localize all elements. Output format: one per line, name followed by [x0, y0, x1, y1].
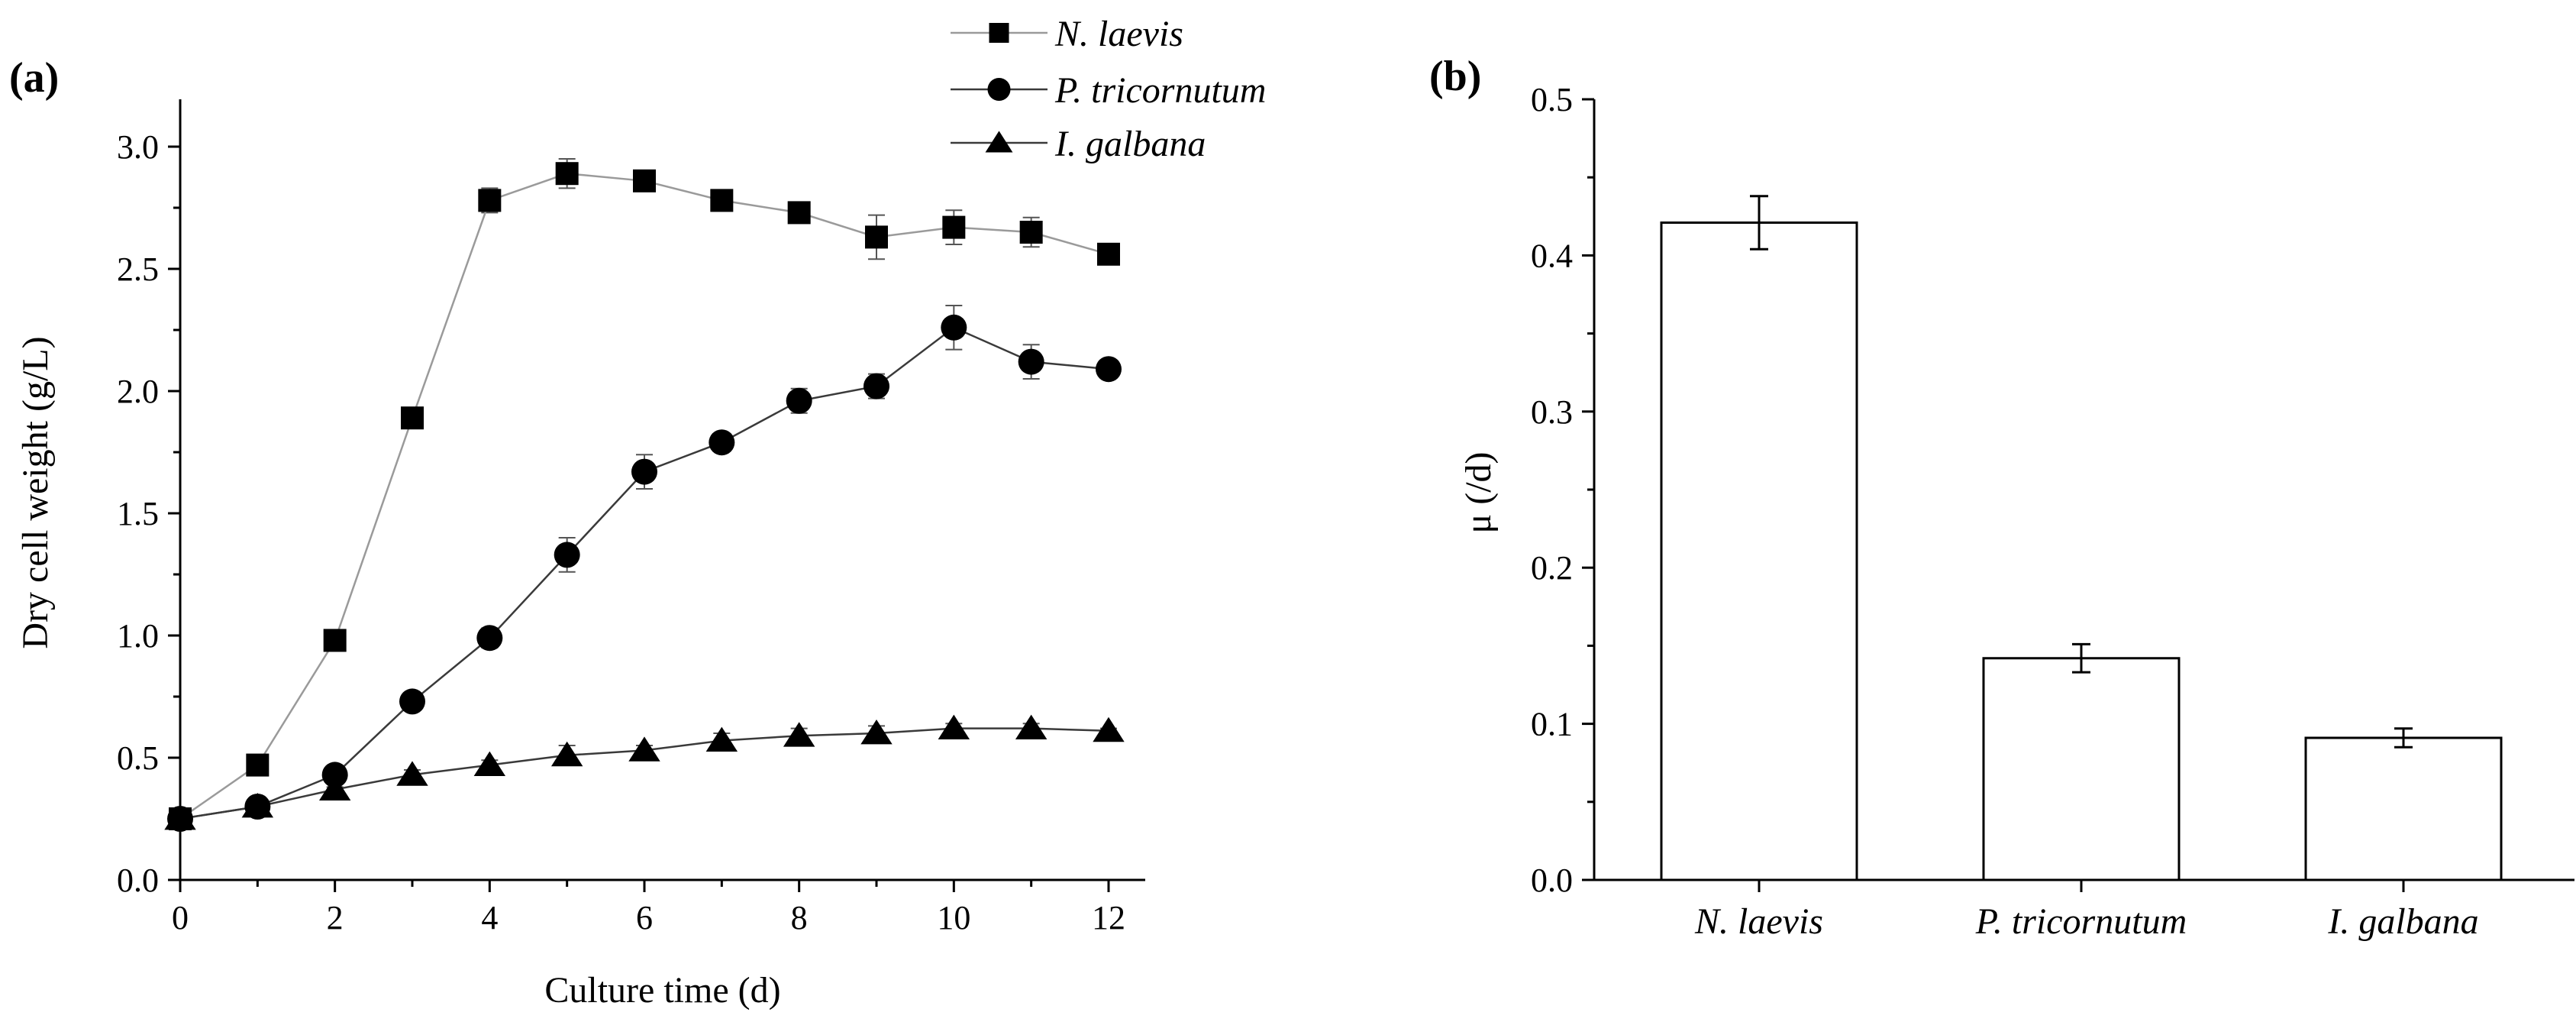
- data-point-i-galbana: [550, 741, 583, 767]
- panel-b-y-tick-label: 0.4: [1531, 237, 1573, 274]
- panel-a-x-tick-label: 10: [937, 899, 970, 936]
- panel-a-x-tick-label: 6: [636, 899, 653, 936]
- category-label-n-laevis: N. laevis: [1694, 901, 1823, 942]
- panel-b-y-tick-label: 0.2: [1531, 549, 1573, 587]
- data-point-p-tricornutum: [786, 387, 812, 414]
- data-point-p-tricornutum: [476, 625, 503, 652]
- data-point-i-galbana: [164, 805, 196, 830]
- bar-n-laevis: [1660, 221, 1858, 881]
- error-bar-p-tricornutum: [2072, 642, 2090, 674]
- data-point-p-tricornutum: [399, 688, 425, 715]
- data-point-n-laevis: [478, 189, 502, 212]
- data-point-n-laevis: [710, 189, 734, 212]
- panel-b-y-tick-label: 0.1: [1531, 706, 1573, 743]
- panel-a-y-tick-label: 0.0: [117, 862, 159, 899]
- panel-a-y-tick-label: 0.5: [117, 739, 159, 777]
- data-point-p-tricornutum: [321, 762, 348, 788]
- panel-b-bar-chart: (b) μ (/d) 0.0 0.1 0.2 0.3 0.4 0.5 N. laevis P…: [1429, 53, 2574, 942]
- data-point-p-tricornutum: [631, 458, 657, 485]
- data-point-i-galbana: [318, 775, 351, 800]
- data-point-i-galbana: [783, 722, 815, 747]
- data-point-i-galbana: [1015, 714, 1048, 739]
- data-point-n-laevis: [865, 225, 888, 249]
- panel-a-y-tick-label: 1.0: [117, 617, 159, 655]
- panel-a-y-axis-title: Dry cell weight (g/L): [15, 336, 56, 648]
- panel-a-x-tick-label: 8: [791, 899, 808, 936]
- error-bar-n-laevis: [1750, 195, 1768, 251]
- panel-b-y-tick-label: 0.0: [1531, 862, 1573, 899]
- panel-a-line-chart: (a) Culture time (d) Dry cell weight (g/…: [9, 14, 1266, 1011]
- legend-label-n-laevis: N. laevis: [1054, 14, 1183, 54]
- panel-a-x-axis-title: Culture time (d): [544, 970, 780, 1011]
- data-point-p-tricornutum: [864, 373, 889, 399]
- error-bar-i-galbana: [2394, 727, 2413, 749]
- legend-marker-p-tricornutum: [987, 78, 1011, 101]
- data-point-i-galbana: [938, 714, 970, 739]
- data-point-p-tricornutum: [1096, 356, 1122, 383]
- series-line-n-laevis: [179, 172, 1109, 820]
- panel-a-x-tick-label: 0: [172, 899, 189, 936]
- data-point-n-laevis: [401, 406, 424, 430]
- panel-a-y-tick-label: 2.5: [117, 251, 159, 288]
- data-point-p-tricornutum: [941, 314, 967, 341]
- panel-a-label: (a): [9, 54, 59, 102]
- legend-label-p-tricornutum: P. tricornutum: [1054, 70, 1266, 111]
- data-point-i-galbana: [860, 720, 893, 745]
- data-point-p-tricornutum: [554, 542, 580, 568]
- legend-label-i-galbana: I. galbana: [1054, 124, 1206, 164]
- data-point-n-laevis: [1097, 242, 1120, 266]
- panel-b-y-tick-label: 0.3: [1531, 393, 1573, 431]
- panel-a-y-tick-label: 3.0: [117, 128, 159, 166]
- panel-b-label: (b): [1429, 53, 1481, 100]
- data-point-i-galbana: [628, 736, 660, 762]
- data-point-i-galbana: [396, 761, 428, 786]
- data-point-n-laevis: [323, 629, 347, 652]
- category-label-p-tricornutum: P. tricornutum: [1975, 901, 2187, 942]
- bar-p-tricornutum: [1982, 657, 2181, 881]
- data-point-i-galbana: [241, 793, 274, 818]
- panel-a-y-tick-label: 1.5: [117, 495, 159, 532]
- legend-marker-i-galbana: [985, 131, 1013, 153]
- panel-a-x-tick-label: 12: [1092, 899, 1125, 936]
- category-label-i-galbana: I. galbana: [2327, 901, 2478, 942]
- data-point-i-galbana: [1093, 716, 1125, 742]
- data-point-n-laevis: [555, 162, 579, 186]
- data-point-n-laevis: [942, 215, 966, 239]
- legend-marker-n-laevis: [989, 23, 1009, 43]
- panel-b-y-axis-title: μ (/d): [1458, 451, 1499, 533]
- data-point-n-laevis: [1019, 221, 1043, 244]
- data-point-n-laevis: [633, 169, 656, 192]
- panel-b-y-tick-label: 0.5: [1531, 81, 1573, 118]
- data-point-p-tricornutum: [1018, 348, 1044, 375]
- data-point-i-galbana: [705, 726, 738, 752]
- panel-a-legend: N. laevis P. tricornutum I. galbana: [951, 14, 1266, 164]
- panel-a-x-tick-label: 4: [481, 899, 498, 936]
- panel-a-y-tick-label: 2.0: [117, 373, 159, 410]
- data-point-i-galbana: [473, 751, 506, 776]
- panel-a-x-tick-label: 2: [327, 899, 344, 936]
- data-point-n-laevis: [246, 753, 270, 777]
- data-point-n-laevis: [787, 201, 811, 225]
- data-point-p-tricornutum: [709, 429, 735, 456]
- bar-i-galbana: [2304, 736, 2503, 881]
